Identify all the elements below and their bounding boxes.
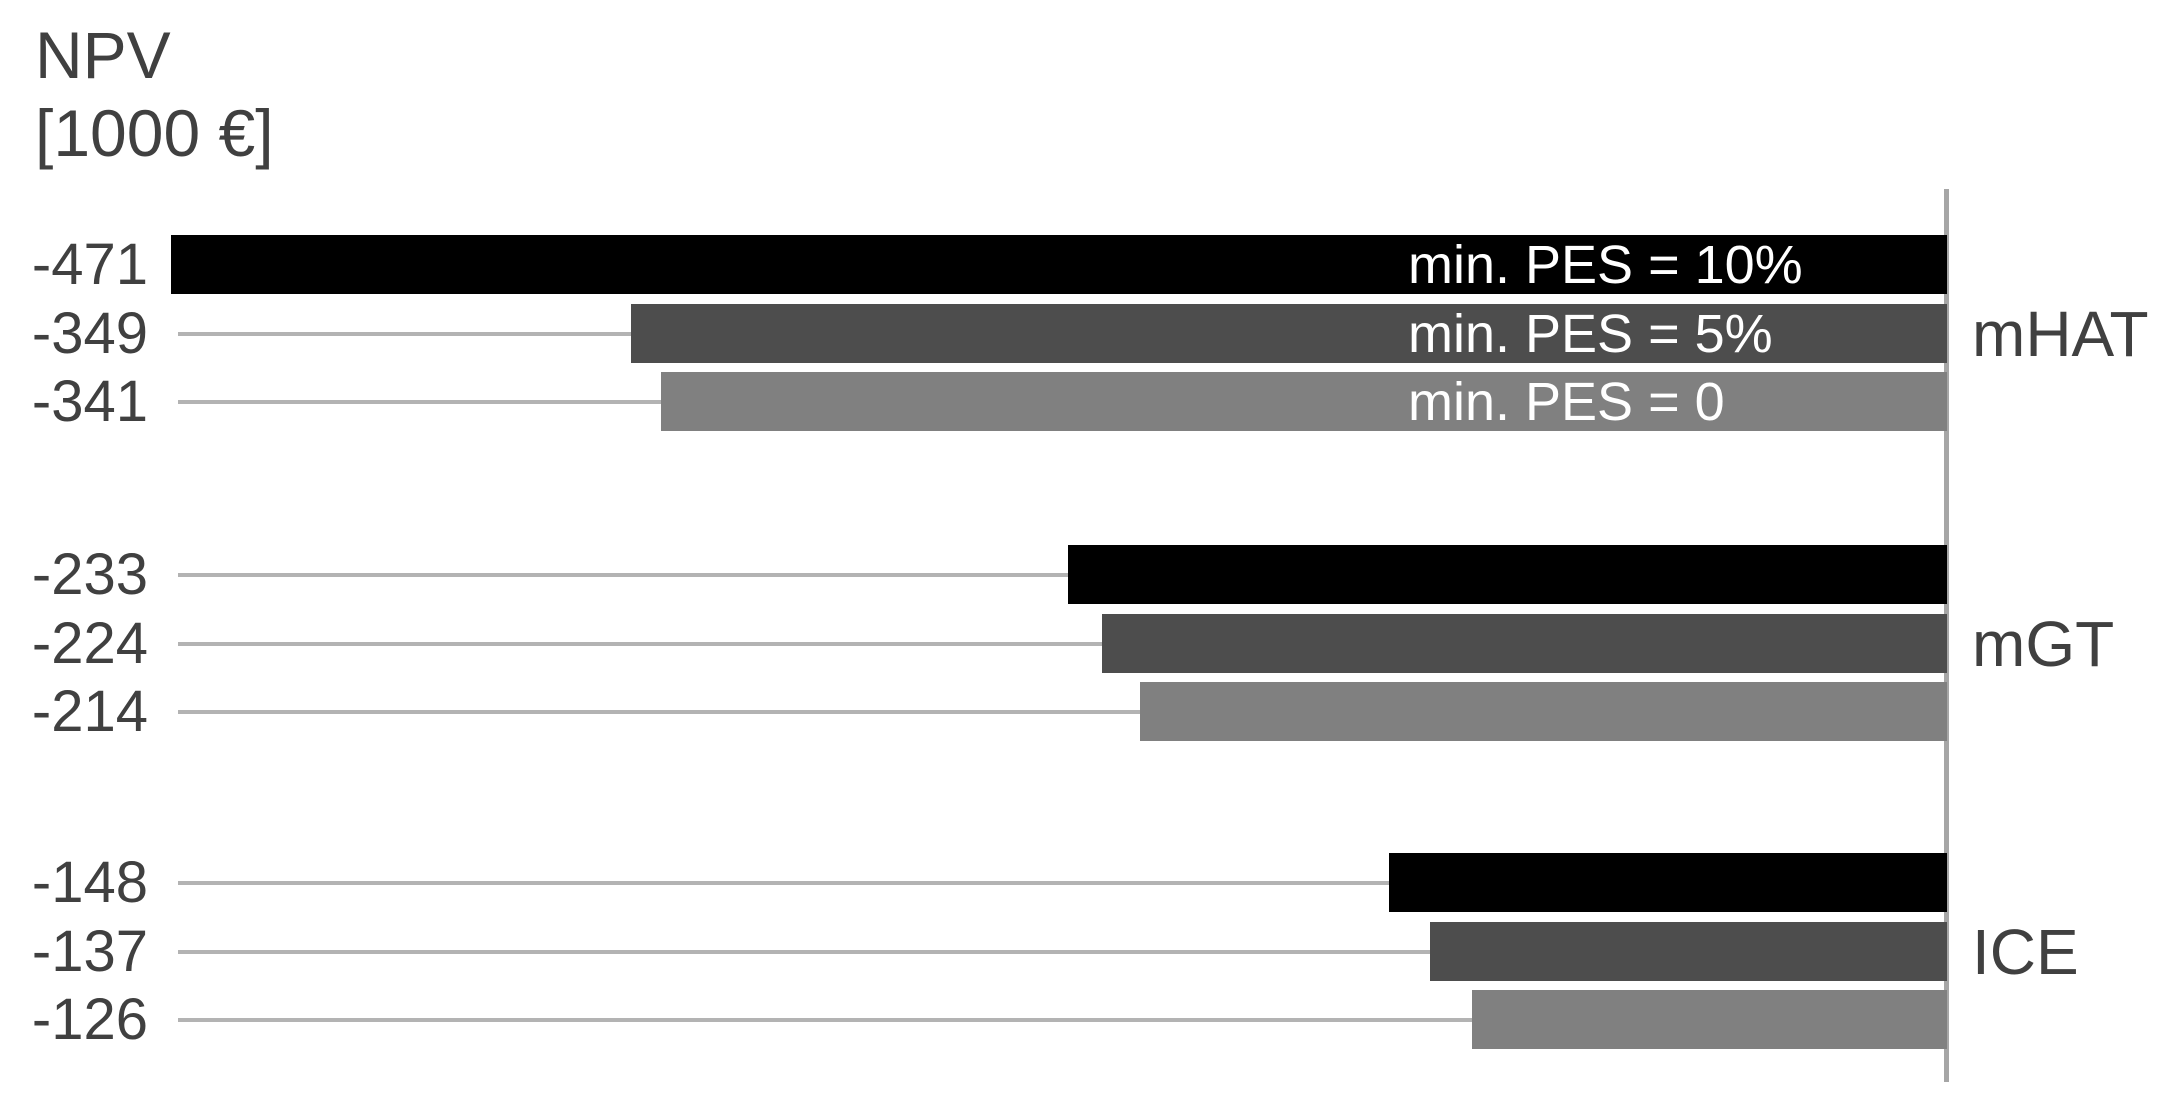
leader-line — [178, 710, 1140, 714]
chart-title: NPV [1000 €] — [35, 16, 274, 172]
chart-title-line1: NPV — [35, 18, 171, 92]
leader-line — [178, 400, 661, 404]
bar — [631, 304, 1947, 363]
value-label: -341 — [31, 369, 148, 434]
value-label: -471 — [31, 232, 148, 297]
value-label: -214 — [31, 679, 148, 744]
bar-series-label: min. PES = 0 — [1408, 371, 1725, 432]
bar — [1430, 922, 1947, 981]
bar-series-label: min. PES = 10% — [1408, 234, 1803, 295]
bar — [1102, 614, 1947, 673]
bar — [171, 235, 1947, 294]
chart-title-line2: [1000 €] — [35, 96, 274, 170]
value-label: -224 — [31, 611, 148, 676]
bar-series-label: min. PES = 5% — [1408, 303, 1773, 364]
leader-line — [178, 573, 1068, 577]
leader-line — [178, 1018, 1472, 1022]
group-label: mHAT — [1972, 297, 2149, 370]
value-label: -137 — [31, 919, 148, 984]
leader-line — [178, 332, 631, 336]
bar — [661, 372, 1947, 431]
group-label: ICE — [1972, 915, 2079, 988]
leader-line — [178, 881, 1389, 885]
leader-line — [178, 950, 1430, 954]
group-label: mGT — [1972, 607, 2115, 680]
value-label: -349 — [31, 301, 148, 366]
value-label: -233 — [31, 542, 148, 607]
leader-line — [178, 642, 1102, 646]
value-label: -148 — [31, 850, 148, 915]
bar — [1068, 545, 1947, 604]
bar — [1140, 682, 1947, 741]
bar — [1472, 990, 1947, 1049]
value-label: -126 — [31, 987, 148, 1052]
bar — [1389, 853, 1947, 912]
